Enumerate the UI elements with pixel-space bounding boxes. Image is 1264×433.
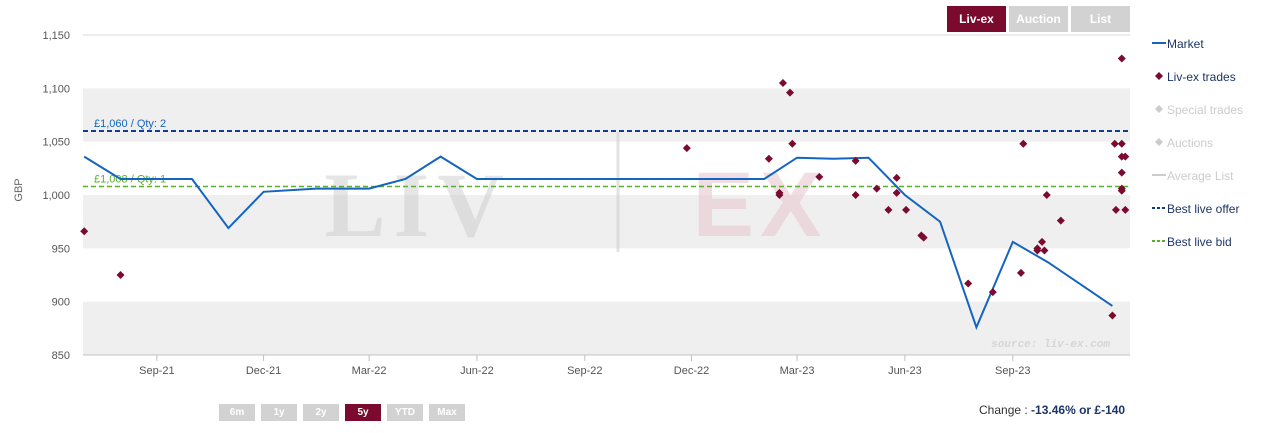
range-5y-button[interactable]: 5y (345, 404, 381, 421)
legend-symbol-graphic (1155, 105, 1163, 113)
x-tick-label: Sep-22 (567, 365, 602, 377)
y-tick-label: 950 (52, 243, 70, 255)
trade-point (851, 156, 860, 165)
x-tick-label: Jun-23 (888, 365, 922, 377)
trade-point (1121, 152, 1130, 161)
trade-point (1117, 139, 1126, 148)
x-tick-label: Sep-23 (995, 365, 1030, 377)
reference-line-label: £1,060 / Qty: 2 (94, 118, 166, 130)
range-ytd-button[interactable]: YTD (387, 404, 423, 421)
x-axis: Sep-21 Dec-21 Mar-22 Jun-22 Sep-22 Dec-22 Mar-… (83, 354, 1130, 377)
trade-point (892, 173, 901, 182)
y-tick-label: 900 (52, 297, 70, 309)
y-tick-label: 1,000 (42, 190, 70, 202)
watermark-right: EX (693, 154, 828, 256)
legend-item-special-trades[interactable]: Special trades (1148, 100, 1264, 120)
trade-point (1033, 244, 1042, 253)
legend-item-best-live-bid[interactable]: Best live bid (1148, 232, 1264, 252)
trade-point (764, 154, 773, 163)
market-series (83, 155, 1113, 331)
watermark: LIV EX (324, 132, 828, 256)
x-tick-label: Dec-21 (246, 365, 281, 377)
y-axis: 850 900 950 1,000 1,050 1,100 1,150 (42, 30, 70, 362)
trade-point (1040, 246, 1049, 255)
trade-point (892, 188, 901, 197)
legend-item-market[interactable]: Market (1148, 34, 1264, 54)
trades-series (80, 54, 1130, 320)
y-tick-label: 1,050 (42, 137, 70, 149)
trade-point (1108, 311, 1117, 320)
tab-list[interactable]: List (1071, 6, 1130, 32)
trade-point (851, 191, 860, 199)
legend-symbol-graphic (1152, 240, 1166, 242)
trade-point (1121, 205, 1130, 214)
x-tick-label: Mar-23 (780, 365, 815, 377)
trade-point (1117, 184, 1126, 193)
source-note: source: liv-ex.com (991, 339, 1110, 351)
trade-point (116, 271, 125, 279)
market-line (83, 155, 1113, 331)
legend-diamond-mark (1155, 72, 1163, 80)
trade-point (1056, 216, 1065, 225)
trade-point (902, 205, 911, 214)
trade-point (785, 88, 794, 97)
x-tick-label: Sep-21 (139, 365, 174, 377)
y-tick-label: 850 (52, 350, 70, 362)
tab-auction[interactable]: Auction (1009, 6, 1068, 32)
trade-point (988, 288, 997, 297)
plot-band (83, 88, 1130, 142)
trade-point (815, 172, 824, 181)
trade-point (919, 233, 928, 242)
plot-band (83, 301, 1130, 355)
tab-livex[interactable]: Liv-ex (947, 6, 1006, 32)
trade-point (1110, 139, 1119, 148)
trade-point (1038, 237, 1047, 246)
change-label: Change : (979, 403, 1032, 417)
x-tick-label: Dec-22 (674, 365, 709, 377)
trade-point (1016, 268, 1025, 277)
legend-item-best-live-offer[interactable]: Best live offer (1148, 199, 1264, 219)
trade-point (1019, 139, 1028, 148)
legend-symbol-graphic (1155, 138, 1163, 146)
range-2y-button[interactable]: 2y (303, 404, 339, 421)
trade-point (884, 205, 893, 214)
trade-point (682, 144, 691, 153)
trade-point (964, 279, 973, 288)
legend-diamond-mark (1155, 105, 1163, 113)
legend-symbol-graphic (1152, 174, 1166, 176)
legend-item-auctions[interactable]: Auctions (1148, 133, 1264, 153)
trade-point (1042, 191, 1051, 199)
change-summary: Change : -13.46% or £-140 (979, 403, 1125, 417)
y-tick-label: 1,150 (42, 30, 70, 42)
legend-symbol-graphic (1152, 42, 1166, 44)
range-max-button[interactable]: Max (429, 404, 465, 421)
watermark-left: LIV (324, 154, 512, 256)
change-value: -13.46% or £-140 (1031, 403, 1126, 417)
legend-item-livex-trades[interactable]: Liv-ex trades (1148, 67, 1264, 87)
range-1y-button[interactable]: 1y (261, 404, 297, 421)
trade-point (80, 227, 89, 236)
legend-diamond-mark (1155, 138, 1163, 146)
trade-point (788, 139, 797, 148)
trade-point (778, 79, 787, 87)
y-axis-title: GBP (13, 178, 25, 201)
x-tick-label: Mar-22 (352, 365, 387, 377)
range-6m-button[interactable]: 6m (219, 404, 255, 421)
plot-band (83, 195, 1130, 249)
plot-bands (83, 88, 1130, 355)
trade-point (872, 184, 881, 193)
legend-item-average-list[interactable]: Average List (1148, 166, 1264, 186)
y-tick-label: 1,100 (42, 83, 70, 95)
legend-symbol-graphic (1155, 72, 1163, 80)
trade-point (1111, 205, 1120, 214)
trade-point (775, 188, 784, 197)
legend-symbol-graphic (1152, 207, 1166, 209)
trade-point (1117, 54, 1126, 63)
trade-point (1117, 168, 1126, 177)
x-tick-label: Jun-22 (460, 365, 494, 377)
